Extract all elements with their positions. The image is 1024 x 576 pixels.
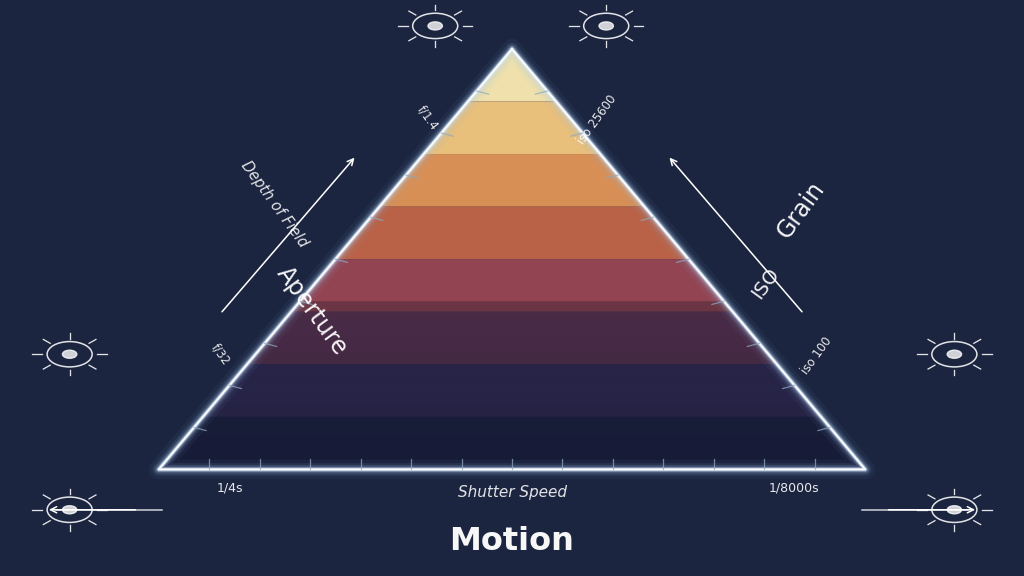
Text: Depth of Field: Depth of Field — [239, 158, 310, 251]
Circle shape — [947, 506, 962, 514]
Polygon shape — [258, 335, 766, 352]
Circle shape — [62, 350, 77, 358]
Polygon shape — [424, 101, 600, 154]
Polygon shape — [380, 154, 644, 207]
Polygon shape — [159, 417, 865, 469]
Text: Shutter Speed: Shutter Speed — [458, 485, 566, 500]
Polygon shape — [468, 49, 556, 101]
Text: f/32: f/32 — [208, 341, 232, 367]
Circle shape — [62, 506, 77, 514]
Polygon shape — [244, 352, 780, 369]
Text: Motion: Motion — [450, 526, 574, 557]
Polygon shape — [215, 385, 809, 402]
Text: Grain: Grain — [772, 177, 829, 243]
Circle shape — [428, 22, 442, 30]
Text: iso 25600: iso 25600 — [574, 92, 620, 146]
Polygon shape — [173, 436, 851, 453]
Text: Aperture: Aperture — [272, 262, 352, 360]
Text: 1/4s: 1/4s — [217, 482, 244, 495]
Polygon shape — [159, 453, 865, 469]
Text: f/1.4: f/1.4 — [415, 103, 441, 133]
Circle shape — [599, 22, 613, 30]
Polygon shape — [336, 207, 688, 259]
Polygon shape — [286, 301, 738, 318]
Text: iso 100: iso 100 — [800, 334, 835, 377]
Polygon shape — [271, 318, 753, 335]
Polygon shape — [291, 259, 733, 312]
Text: ISO: ISO — [749, 264, 783, 302]
Circle shape — [947, 350, 962, 358]
Polygon shape — [187, 419, 837, 436]
Polygon shape — [229, 369, 795, 385]
Text: 1/8000s: 1/8000s — [768, 482, 819, 495]
Polygon shape — [247, 312, 777, 364]
Polygon shape — [203, 364, 821, 417]
Polygon shape — [201, 402, 823, 419]
